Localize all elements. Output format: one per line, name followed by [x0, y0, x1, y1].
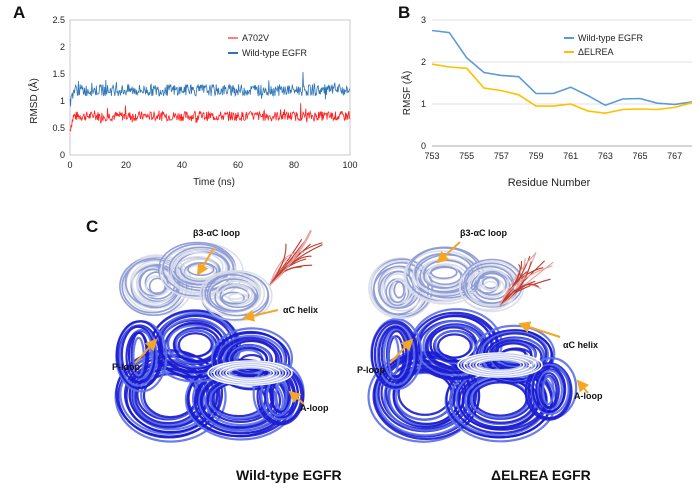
structure-ribbon-strand — [463, 354, 537, 376]
rmsd-xtick-label: 20 — [121, 160, 131, 170]
structure-ribbon-strand — [370, 320, 419, 389]
structure-ribbon-strand — [275, 380, 288, 411]
rmsd-plot-frame — [69, 19, 351, 156]
structure-ribbon-strand — [466, 355, 534, 375]
left-achelix-label: αC helix — [283, 305, 319, 315]
rmsd-chart: 0 0.5 1 1.5 2 2.5 0 20 40 60 80 100 RMSD (Å) Time (… — [27, 15, 358, 188]
structure-ribbon-strand — [132, 366, 206, 427]
structure-ribbon-strand — [119, 256, 188, 316]
legend-rmsf-delta-label: ΔELREA — [578, 47, 614, 57]
structure-ribbon-strand — [144, 271, 169, 295]
rmsf-xtick-label: 761 — [563, 151, 578, 161]
rmsd-xlabel: Time (ns) — [193, 177, 235, 188]
rmsf-xtick-label: 757 — [494, 151, 509, 161]
rmsf-chart: 0 1 2 3 753 755 757 759 761 763 765 767 RMSF (Å) Re… — [400, 15, 693, 189]
rmsf-xlabel: Residue Number — [508, 177, 591, 189]
legend-a702v-label: A702V — [242, 33, 269, 43]
rmsf-ylabel: RMSF (Å) — [400, 71, 413, 115]
structure-ribbon-strand — [177, 332, 213, 358]
structure-ribbon-strand — [481, 276, 500, 290]
structure-ribbon-strand — [478, 359, 522, 371]
rmsf-xtick-label: 767 — [667, 151, 682, 161]
legend-wildtype-label: Wild-type EGFR — [242, 48, 308, 58]
structure-ribbon-strand — [541, 375, 555, 406]
rmsf-ytick-label: 0 — [421, 141, 426, 151]
rmsd-ytick-label: 0 — [60, 150, 65, 160]
structure-ribbon-strand — [167, 324, 220, 365]
right-structure-title: ΔELREA EGFR — [491, 467, 591, 483]
structure-ribbon-strand — [228, 367, 272, 379]
rmsd-series-line — [69, 103, 351, 132]
structure-ribbon-strand — [392, 277, 407, 298]
structure-ribbon-strand — [475, 358, 525, 372]
delta-elrea-structure-image — [367, 246, 578, 443]
rmsd-ytick-label: 1.5 — [52, 69, 65, 79]
rmsd-ytick-label: 1 — [60, 96, 65, 106]
structure-ribbon-strand — [216, 363, 284, 383]
structure-ribbon-strand — [368, 257, 434, 320]
rmsf-xtick-label: 755 — [459, 151, 474, 161]
structure-ribbon-strand — [472, 381, 528, 417]
rmsd-ytick-label: 2.5 — [52, 15, 65, 25]
right-achelix-label: αC helix — [563, 340, 599, 350]
right-aloop-label: A-loop — [574, 391, 603, 401]
structure-flexible-strand — [269, 230, 312, 286]
rmsf-xtick-label: 763 — [598, 151, 613, 161]
rmsf-series-line — [431, 29, 693, 107]
structure-ribbon-strand — [483, 280, 498, 291]
panel-letter-b: B — [398, 3, 411, 22]
structure-ribbon-strand — [219, 364, 281, 382]
right-ploop-label: P-loop — [357, 365, 385, 375]
left-b3ac-label: β3-αC loop — [193, 228, 241, 238]
left-ploop-label: P-loop — [112, 362, 140, 372]
wildtype-structure-image — [114, 230, 323, 443]
panel-letter-a: A — [13, 3, 26, 22]
rmsd-xtick-label: 60 — [233, 160, 243, 170]
rmsd-series-line — [69, 71, 351, 107]
structure-ribbon-strand — [535, 368, 566, 413]
rmsd-xtick-label: 100 — [342, 160, 357, 170]
rmsd-ytick-label: 0.5 — [52, 123, 65, 133]
structure-ribbon-strand — [468, 267, 509, 299]
rmsd-xtick-label: 80 — [289, 160, 299, 170]
structure-ribbon-strand — [469, 356, 531, 374]
structure-ribbon-strand — [228, 344, 272, 375]
rmsd-ylabel: RMSD (Å) — [27, 78, 40, 124]
rmsf-ytick-label: 3 — [421, 15, 426, 25]
rmsf-xtick-label: 765 — [632, 151, 647, 161]
structure-ribbon-strand — [476, 272, 507, 296]
structure-ribbon-strand — [430, 265, 458, 280]
left-structure-title: Wild-type EGFR — [236, 467, 342, 483]
structure-ribbon-strand — [393, 281, 405, 299]
structure-ribbon-strand — [225, 366, 275, 380]
structure-ribbon-strand — [524, 362, 573, 421]
structure-ribbon-strand — [222, 365, 278, 381]
structure-ribbon-strand — [436, 333, 472, 359]
rmsd-ytick-label: 2 — [60, 42, 65, 52]
structure-flexible-strand — [499, 257, 526, 306]
structure-flexible-strand — [269, 244, 323, 286]
structure-ribbon-strand — [227, 292, 249, 303]
rmsf-xtick-label: 753 — [424, 151, 439, 161]
structure-ribbon-strand — [221, 284, 249, 300]
rmsf-xtick-label: 759 — [528, 151, 543, 161]
structure-ribbon-strand — [213, 362, 287, 384]
panel-letter-c: C — [86, 217, 99, 236]
left-aloop-label: A-loop — [300, 403, 329, 413]
structure-ribbon-strand — [460, 353, 540, 377]
legend-rmsf-wildtype-label: Wild-type EGFR — [578, 33, 644, 43]
rmsf-ytick-label: 2 — [421, 57, 426, 67]
rmsd-xtick-label: 40 — [177, 160, 187, 170]
rmsd-xtick-label: 0 — [67, 160, 72, 170]
right-b3ac-label: β3-αC loop — [460, 228, 508, 238]
structure-ribbon-strand — [472, 357, 528, 373]
rmsf-series-line — [431, 63, 693, 115]
structure-flexible-strand — [499, 265, 553, 306]
structure-ribbon-strand — [210, 361, 290, 385]
structure-ribbon-strand — [207, 360, 293, 386]
structure-ribbon-strand — [477, 277, 506, 298]
rmsf-ytick-label: 1 — [421, 99, 426, 109]
structure-ribbon-strand — [221, 291, 245, 305]
structure-ribbon-strand — [457, 352, 543, 378]
